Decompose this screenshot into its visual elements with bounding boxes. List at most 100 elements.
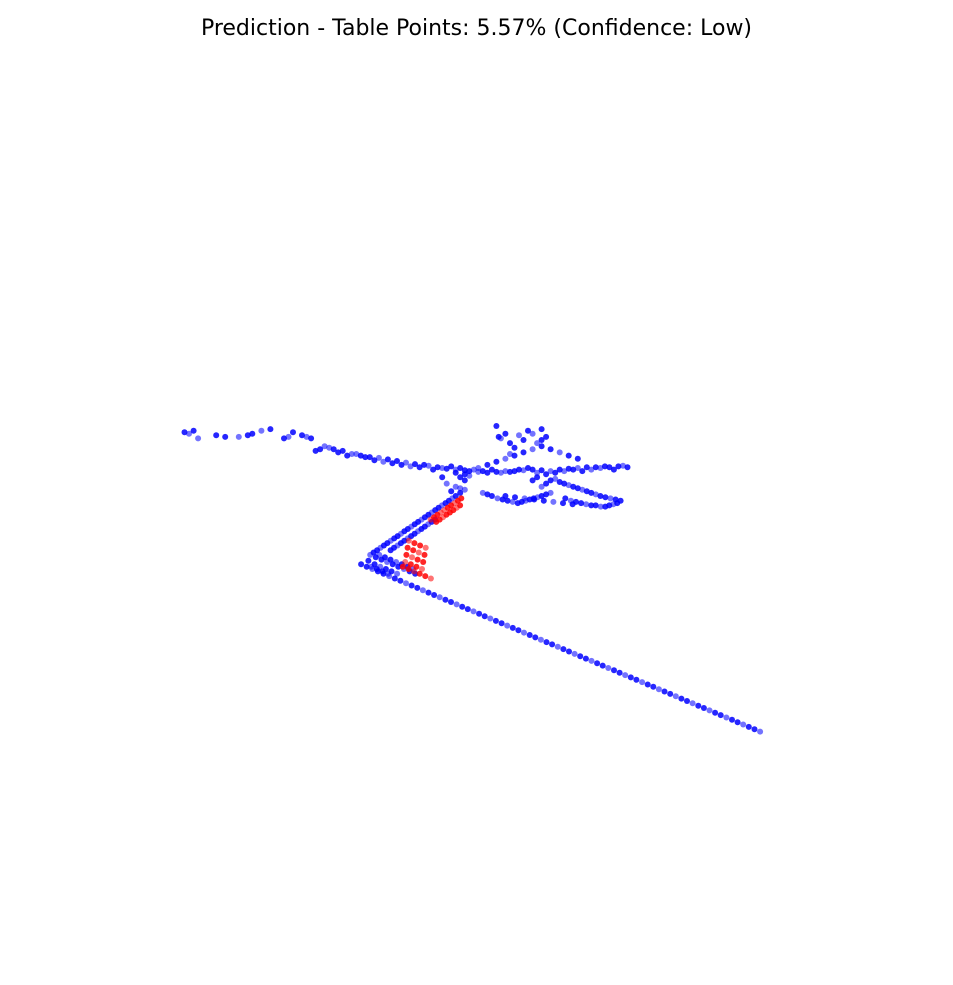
non-table-point	[561, 468, 568, 475]
table-point	[427, 516, 434, 523]
non-table-point	[389, 460, 396, 467]
non-table-point	[577, 653, 584, 660]
non-table-point	[543, 471, 550, 478]
non-table-point	[588, 466, 595, 473]
non-table-point	[461, 477, 468, 484]
non-table-point	[578, 500, 585, 507]
non-table-point	[285, 433, 292, 440]
non-table-point	[484, 461, 491, 468]
non-table-point	[421, 461, 428, 468]
non-table-point	[493, 468, 500, 475]
non-table-point	[395, 563, 402, 570]
non-table-point	[317, 446, 324, 453]
table-point	[414, 556, 421, 563]
non-table-point	[371, 457, 378, 464]
table-point	[422, 544, 429, 551]
non-table-point	[740, 721, 747, 728]
non-table-point	[436, 594, 443, 601]
non-table-point	[452, 493, 459, 499]
non-table-point	[543, 433, 550, 440]
non-table-point	[712, 709, 719, 716]
non-table-point	[363, 563, 370, 570]
non-table-point	[729, 716, 735, 723]
non-table-point	[606, 464, 613, 471]
non-table-point	[615, 463, 622, 470]
non-table-point	[222, 433, 229, 440]
non-table-point	[425, 462, 432, 469]
table-point	[402, 559, 409, 565]
non-table-point	[531, 496, 538, 503]
non-table-point	[335, 449, 342, 456]
non-table-point	[532, 634, 539, 641]
non-table-point	[488, 466, 495, 473]
non-table-point	[529, 430, 536, 437]
non-table-point	[695, 702, 702, 709]
non-table-point	[457, 465, 464, 471]
non-table-point	[384, 456, 391, 463]
non-table-point	[487, 615, 494, 622]
non-table-point	[504, 622, 511, 629]
non-table-point	[431, 592, 438, 598]
non-table-point	[504, 497, 511, 504]
table-point	[420, 559, 427, 565]
non-table-point	[601, 463, 608, 470]
non-table-point	[353, 451, 360, 457]
non-table-point	[369, 566, 376, 572]
table-point	[422, 573, 429, 580]
non-table-point	[389, 561, 396, 568]
non-table-point	[616, 669, 623, 676]
table-point	[413, 563, 420, 570]
non-table-point	[358, 561, 365, 568]
non-table-point	[521, 495, 528, 502]
table-point	[404, 544, 411, 551]
non-table-point	[565, 452, 572, 459]
non-table-point	[509, 498, 516, 505]
non-table-point	[552, 469, 559, 476]
non-table-point	[538, 443, 545, 450]
non-table-point	[650, 683, 657, 690]
non-table-point	[751, 726, 758, 733]
non-table-point	[547, 489, 554, 496]
non-table-point	[525, 427, 531, 434]
non-table-point	[479, 468, 486, 475]
non-table-point	[571, 650, 578, 657]
non-table-point	[495, 433, 502, 440]
non-table-point	[235, 433, 242, 440]
table-point	[419, 566, 425, 572]
non-table-point	[365, 557, 372, 564]
non-table-point	[502, 468, 509, 475]
table-point	[399, 563, 406, 570]
table-point	[415, 549, 422, 556]
non-table-point	[348, 451, 355, 457]
non-table-point	[457, 474, 464, 481]
non-table-point	[639, 679, 646, 686]
non-table-point	[745, 723, 752, 730]
non-table-point	[321, 443, 328, 450]
non-table-point	[507, 440, 513, 447]
non-table-point	[213, 432, 220, 439]
non-table-point	[375, 454, 382, 461]
non-table-point	[312, 447, 319, 454]
non-table-point	[583, 488, 590, 495]
non-table-point	[734, 719, 741, 726]
non-table-point	[717, 712, 724, 719]
non-table-point	[689, 700, 696, 707]
non-table-point	[493, 458, 500, 465]
non-table-point	[700, 705, 707, 711]
non-table-point	[574, 455, 581, 462]
non-table-point	[520, 449, 527, 456]
non-table-point	[611, 667, 617, 674]
table-point	[416, 570, 423, 577]
non-table-point	[516, 432, 522, 439]
non-table-point	[249, 430, 256, 437]
non-table-point	[403, 580, 409, 587]
non-table-point	[439, 465, 446, 471]
table-point	[411, 540, 418, 547]
non-table-point	[448, 463, 455, 470]
non-table-point	[439, 474, 446, 481]
non-table-point	[502, 455, 509, 462]
non-table-point	[344, 452, 351, 459]
non-table-point	[509, 624, 516, 631]
non-table-point	[569, 501, 576, 508]
non-table-point	[602, 494, 609, 501]
